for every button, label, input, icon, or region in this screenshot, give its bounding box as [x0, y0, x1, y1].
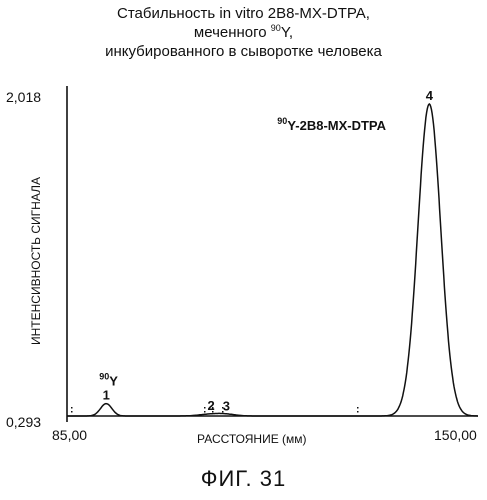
y-tick-max: 2,018: [6, 89, 41, 105]
peak-1-number: 1: [103, 388, 110, 403]
peak-4-number: 4: [426, 88, 434, 103]
baseline-marker-2-0: [212, 407, 214, 409]
peak-2-number: 2: [208, 398, 215, 413]
baseline-marker-0-0: [71, 407, 73, 409]
y-axis-label: ИНТЕНСИВНОСТЬ СИГНАЛА: [29, 177, 43, 345]
baseline-marker-4-1: [357, 411, 359, 413]
figure-caption: ФИГ. 31: [0, 466, 487, 492]
peak-3-number: 3: [223, 399, 230, 414]
baseline-marker-4-0: [357, 407, 359, 409]
baseline-marker-0-1: [71, 411, 73, 413]
baseline-marker-3-1: [222, 411, 224, 413]
y-tick-min: 0,293: [6, 414, 41, 430]
x-axis-label: РАССТОЯНИЕ (мм): [197, 432, 307, 446]
baseline-marker-2-1: [212, 411, 214, 413]
peak-4-label: 90Y-2B8-MX-DTPA: [277, 116, 386, 133]
peak-1-label: 90Y: [99, 372, 118, 389]
baseline-marker-1-1: [204, 411, 206, 413]
x-tick-min: 85,00: [52, 427, 87, 443]
baseline-marker-1-0: [204, 407, 206, 409]
signal-trace: [67, 104, 478, 416]
baseline-marker-3-0: [222, 407, 224, 409]
x-tick-max: 150,00: [434, 427, 477, 443]
